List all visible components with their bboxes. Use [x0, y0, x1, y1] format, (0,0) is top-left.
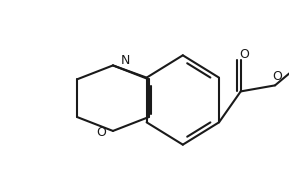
- Text: O: O: [239, 48, 249, 61]
- Text: N: N: [121, 54, 130, 67]
- Text: O: O: [272, 70, 282, 83]
- Text: O: O: [96, 126, 106, 139]
